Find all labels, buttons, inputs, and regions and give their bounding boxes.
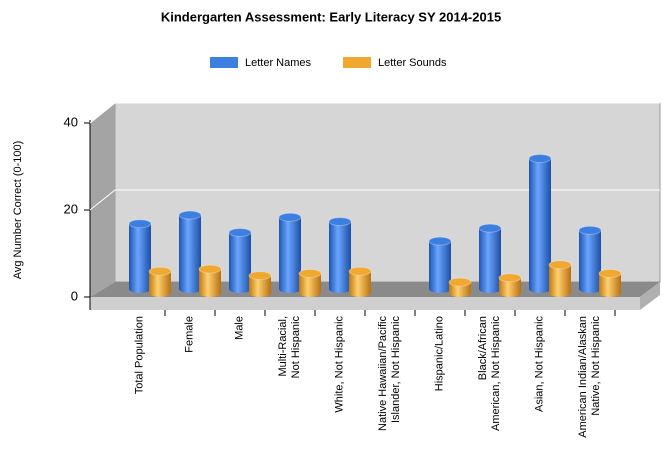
bar <box>428 236 452 293</box>
bar <box>448 277 472 297</box>
bar <box>248 271 272 297</box>
x-tick-label: White, Not Hispanic <box>333 316 346 413</box>
floor-edge <box>90 297 640 310</box>
bar <box>278 212 302 293</box>
bar <box>298 268 322 297</box>
bar <box>548 260 572 297</box>
x-tick-label: Total Population <box>133 316 146 395</box>
bar <box>348 266 372 297</box>
grid-line <box>89 102 660 124</box>
x-tick-label: Multi-Racial, Not Hispanic <box>277 316 302 379</box>
x-tick-label: Hispanic/Latino <box>433 316 446 392</box>
bar <box>328 217 352 293</box>
y-tick-label: 20 <box>64 201 78 216</box>
y-axis-label: Avg Number Correct (0-100) <box>12 141 24 280</box>
x-tick-label: American Indian/Alaskan Native, Not Hisp… <box>577 316 602 438</box>
bar <box>178 210 202 293</box>
legend-swatch <box>210 57 238 68</box>
bar <box>598 268 622 297</box>
bar <box>528 154 552 293</box>
chart-title: Kindergarten Assessment: Early Literacy … <box>161 9 501 24</box>
bar <box>128 219 152 293</box>
legend-label: Letter Names <box>245 57 312 69</box>
y-tick-label: 0 <box>71 288 78 303</box>
legend-swatch <box>343 57 371 68</box>
bar <box>198 264 222 297</box>
bar <box>228 227 252 293</box>
legend-label: Letter Sounds <box>378 57 447 69</box>
x-tick-label: Native Hawaiian/Pacific Islander, Not Hi… <box>377 316 402 431</box>
bar <box>148 266 172 297</box>
grid-line <box>89 189 660 211</box>
floor-side <box>640 282 660 310</box>
bar <box>498 273 522 297</box>
floor <box>90 282 660 297</box>
x-tick-label: Female <box>183 316 196 353</box>
x-tick-label: Asian, Not Hispanic <box>533 316 546 412</box>
x-tick-label: Male <box>233 316 246 340</box>
bar <box>578 225 602 293</box>
y-tick-label: 40 <box>64 114 78 129</box>
bar <box>478 223 502 293</box>
x-tick-label: Black/African American, Not Hispanic <box>477 316 502 431</box>
